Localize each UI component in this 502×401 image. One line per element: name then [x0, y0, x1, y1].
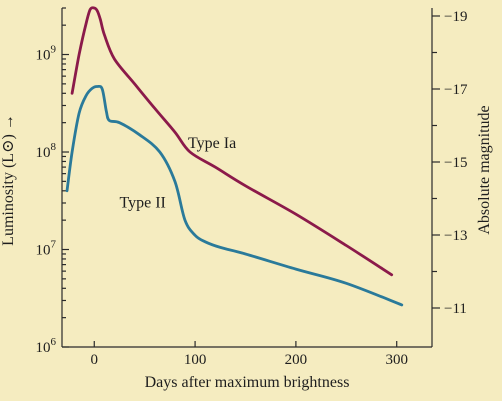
y-ticks: 106 107 108 109	[36, 7, 69, 356]
y2-tick-label: −15	[444, 155, 467, 171]
x-axis-title: Days after maximum brightness	[145, 374, 350, 391]
y2-tick-label: −11	[444, 301, 467, 317]
x-tick-label: 0	[91, 352, 99, 368]
series-label: Type II	[119, 194, 165, 211]
y-tick-label: 107	[36, 239, 57, 259]
series-line-type-ii	[65, 84, 404, 307]
series-line-type-ia	[70, 6, 394, 277]
y-tick-label: 108	[36, 141, 57, 161]
x-ticks: 0 100 200 300	[91, 341, 408, 368]
y-tick-label: 109	[36, 44, 57, 64]
y-tick-label: 106	[36, 336, 57, 356]
y2-tick-label: −13	[444, 228, 467, 244]
x-tick-label: 300	[385, 352, 408, 368]
series-label: Type Ia	[188, 135, 236, 152]
y2-ticks: −19 −17 −15 −13 −11	[432, 9, 468, 317]
y-axis-title: Luminosity (L⊙) →	[0, 114, 17, 246]
annotation-labels: Type Ia Type II	[119, 135, 236, 211]
x-tick-label: 200	[285, 352, 308, 368]
y2-axis-title: Absolute magnitude	[476, 105, 493, 234]
y2-tick-label: −17	[444, 82, 468, 98]
series-lines	[65, 6, 404, 307]
y2-tick-label: −19	[444, 9, 467, 25]
x-tick-label: 100	[184, 352, 207, 368]
